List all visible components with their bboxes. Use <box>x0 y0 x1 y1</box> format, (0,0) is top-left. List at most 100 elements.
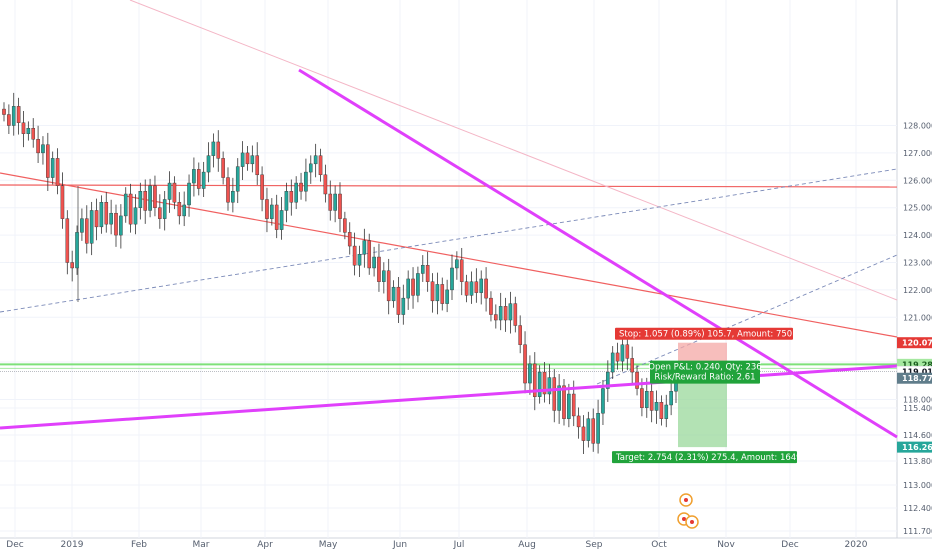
candle-body <box>664 404 669 419</box>
price-tag-label: 118.776 <box>902 374 932 383</box>
candle-body <box>109 212 113 225</box>
candle-body <box>65 218 70 263</box>
candle-body <box>352 245 357 266</box>
candle-body <box>659 402 664 419</box>
stop-label-box <box>615 327 793 340</box>
event-markers[interactable] <box>677 493 699 529</box>
target-zone[interactable] <box>678 371 727 448</box>
candle-body <box>123 193 128 217</box>
candle-body <box>435 284 440 302</box>
candle-body <box>430 281 435 302</box>
candle-body <box>571 393 576 417</box>
time-tick-label: Mar <box>193 540 210 550</box>
candle-body <box>31 128 36 140</box>
price-tag <box>897 337 932 349</box>
candle-body <box>75 232 79 269</box>
price-tag-label: 120.073 <box>902 339 932 348</box>
candle-body <box>250 155 255 165</box>
time-tick-label: Dec <box>6 540 23 550</box>
candle-body <box>221 158 225 178</box>
candle-body <box>196 169 201 189</box>
candle-body <box>16 106 21 123</box>
candle-body <box>474 281 479 293</box>
price-tag-label: 119.283 <box>902 360 932 369</box>
candle-body <box>498 306 503 321</box>
candle-body <box>11 106 16 126</box>
faint-trendline[interactable] <box>129 0 898 301</box>
pnl-label-box <box>650 360 760 384</box>
dashed-channel-lower[interactable] <box>596 254 898 385</box>
candle-body <box>547 377 552 395</box>
candle-body <box>644 391 649 408</box>
candle-body <box>615 352 620 362</box>
candle-body <box>532 363 537 397</box>
candle-body <box>537 371 542 397</box>
red-horizontal-line[interactable] <box>0 184 898 188</box>
time-tick-label: Apr <box>257 540 273 550</box>
dashed-channel-upper[interactable] <box>0 168 898 313</box>
candle-body <box>128 193 133 225</box>
price-tick-label: 118.000 <box>903 396 932 405</box>
candle-body <box>479 278 484 293</box>
candle-body <box>158 207 162 219</box>
candle-body <box>372 256 376 269</box>
candle-body <box>464 281 469 296</box>
long-position-tool[interactable]: Stop: 1.057 (0.89%) 105.7, Amount: 750.5… <box>612 327 815 464</box>
candle-body <box>94 210 99 228</box>
candle-body <box>518 325 522 345</box>
candle-body <box>284 191 289 211</box>
candle-body <box>343 218 347 233</box>
price-tick-label: 112.400 <box>903 504 932 513</box>
price-tag <box>897 372 932 384</box>
pnl-label: Open P&L: 0.240, Qty: 236 <box>648 363 761 373</box>
candle-body <box>226 177 230 203</box>
price-tick-label: 126.000 <box>903 176 932 185</box>
stop-label: Stop: 1.057 (0.89%) 105.7, Amount: 750.5… <box>619 330 806 340</box>
time-tick-label: May <box>319 540 338 550</box>
price-tick-label: 111.700 <box>903 527 932 536</box>
candle-body <box>328 193 333 211</box>
candle-body <box>201 171 206 189</box>
time-tick-label: Jun <box>392 540 407 550</box>
candle-body <box>557 385 561 411</box>
candle-body <box>338 193 342 219</box>
candle-body <box>192 169 196 184</box>
candle-body <box>187 182 191 206</box>
candle-body <box>138 191 143 208</box>
candle-body <box>270 204 274 219</box>
candle-body <box>362 240 367 255</box>
candle-body <box>279 210 284 230</box>
candle-body <box>80 218 84 233</box>
candle-body <box>143 191 148 211</box>
candle-body <box>240 152 245 167</box>
price-tick-label: 125.000 <box>903 204 932 213</box>
candle-body <box>148 185 152 211</box>
time-tick-label: Sep <box>586 540 603 550</box>
event-dot-icon <box>684 498 688 502</box>
candle-body <box>313 155 318 165</box>
candle-body <box>523 344 527 384</box>
candle-body <box>26 128 31 134</box>
time-axis-ticks: Dec 2019 Feb Mar Apr May Jun Jul Aug Sep Oct Nov Dec… <box>6 540 867 550</box>
candle-body <box>260 174 264 200</box>
candle-body <box>625 344 630 359</box>
candle-body <box>416 273 420 296</box>
candle-body <box>640 388 644 408</box>
candle-body <box>567 393 571 419</box>
candle-body <box>528 363 532 384</box>
candle-body <box>357 254 362 266</box>
candle-body <box>635 371 639 389</box>
candle-body <box>401 297 406 315</box>
candle-body <box>425 265 430 282</box>
price-tag <box>897 358 932 370</box>
candle-body <box>508 303 513 321</box>
candle-body <box>99 202 104 228</box>
candles <box>2 92 678 455</box>
magenta-downtrend-line[interactable] <box>298 68 898 439</box>
candle-body <box>606 371 610 389</box>
candle-body <box>377 256 381 282</box>
candle-body <box>396 286 401 315</box>
candle-body <box>211 141 216 156</box>
plot-area[interactable] <box>0 0 897 538</box>
